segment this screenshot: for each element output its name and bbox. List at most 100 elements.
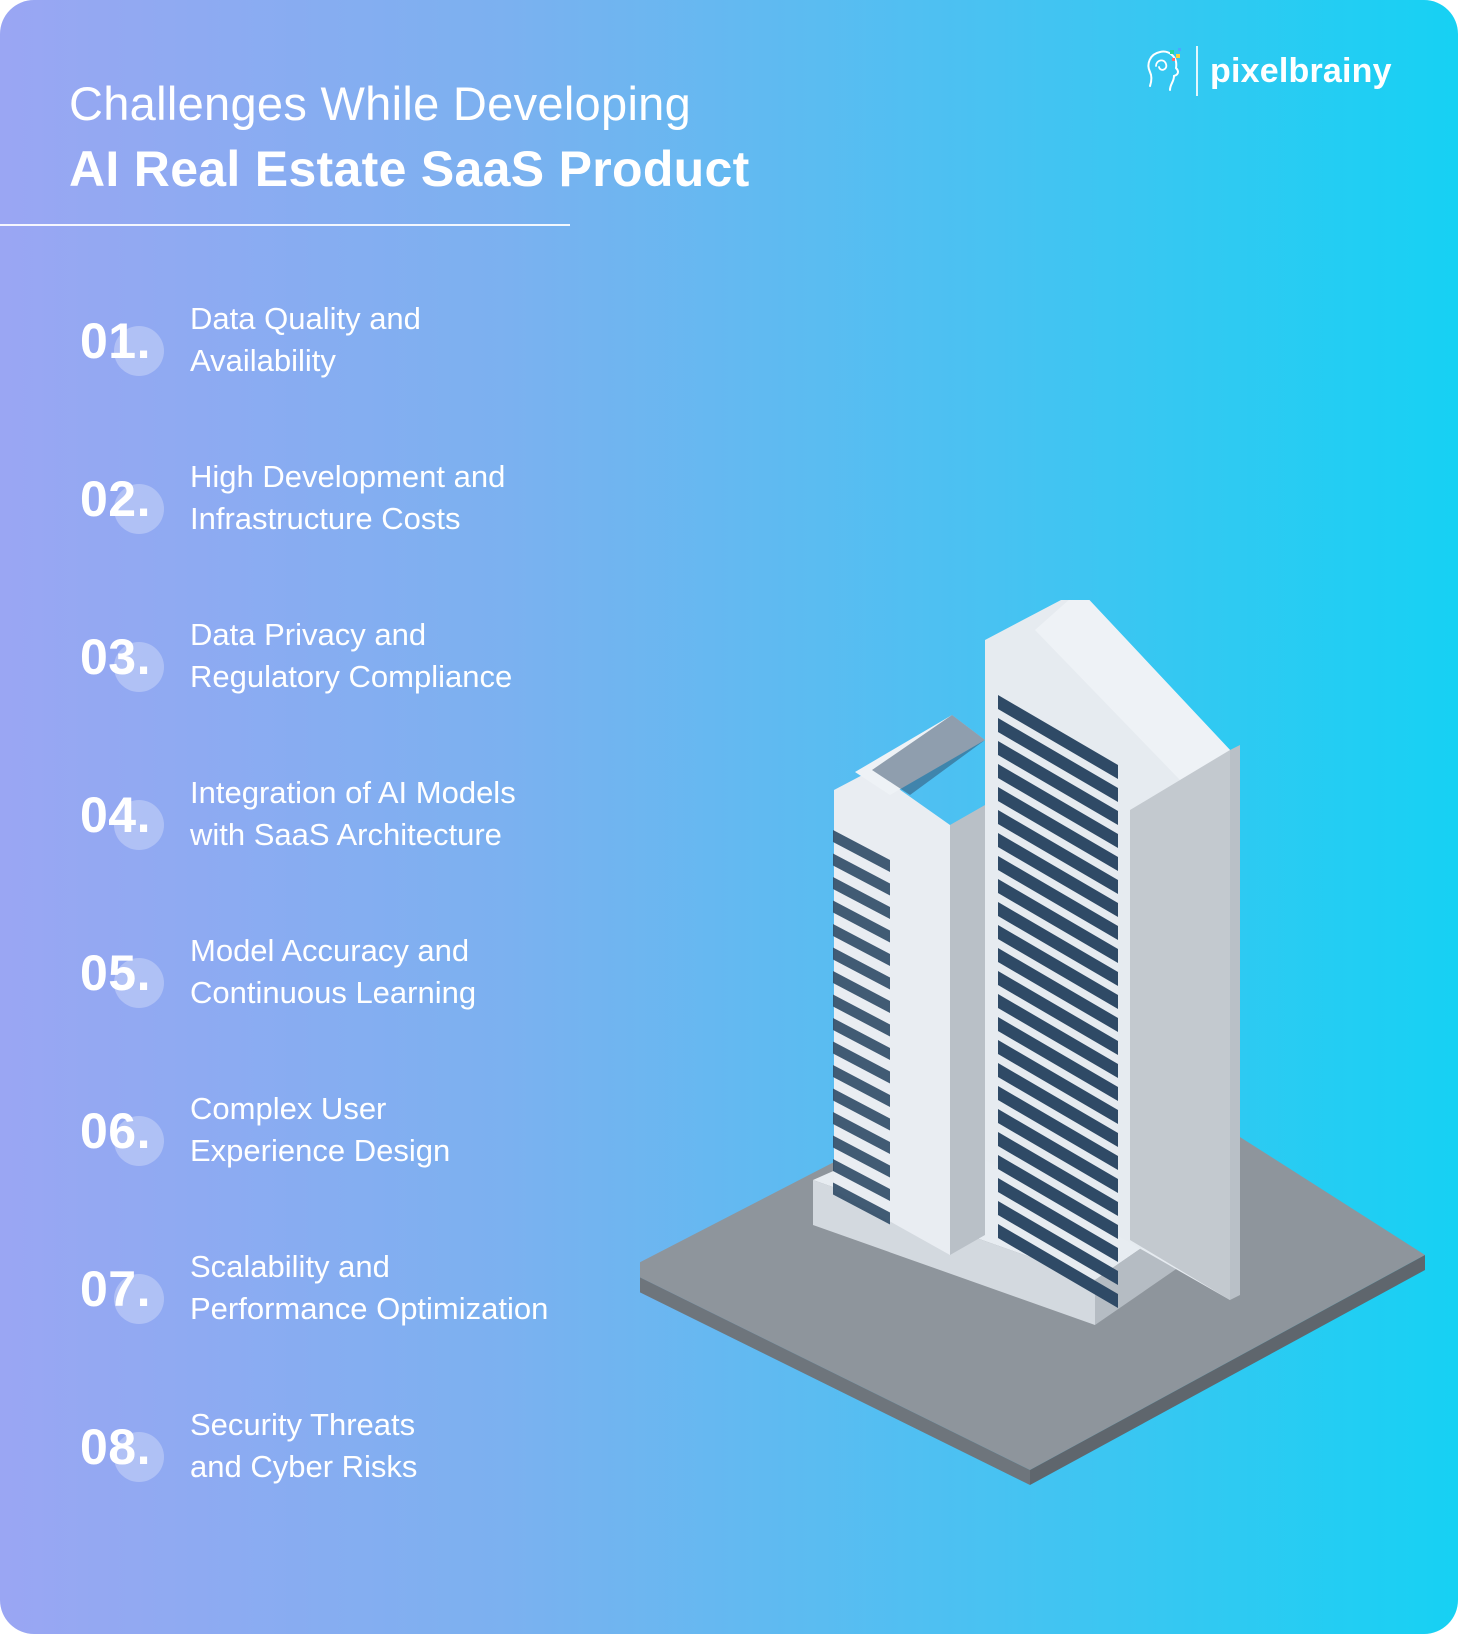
challenge-number-badge: 07. [80, 1256, 180, 1336]
small-tower-window [833, 1135, 890, 1178]
small-tower-window [833, 1112, 890, 1154]
challenge-text: Integration of AI Models with SaaS Archit… [190, 772, 516, 856]
brand-logo: pixelbrainy [1140, 44, 1392, 98]
tall-tower-window [998, 856, 1118, 940]
challenge-text-line2: Continuous Learning [190, 975, 477, 1010]
small-tower-window [833, 830, 890, 872]
challenge-text: Data Quality and Availability [190, 298, 421, 382]
challenge-text: Scalability and Performance Optimization [190, 1246, 548, 1330]
challenge-text-line1: High Development and [190, 459, 506, 494]
tall-tower-window [998, 1201, 1118, 1285]
small-tower-window [833, 853, 890, 896]
challenge-item: 06. Complex User Experience Design [0, 1088, 640, 1188]
number-circle [114, 800, 164, 850]
challenge-number: 02. [80, 471, 152, 527]
tall-tower-window [998, 695, 1118, 779]
tall-tower-window [998, 741, 1118, 825]
challenge-text: Data Privacy and Regulatory Compliance [190, 614, 512, 698]
tall-tower-window [998, 1040, 1118, 1124]
challenge-number: 07. [80, 1261, 152, 1317]
challenge-text: Security Threats and Cyber Risks [190, 1404, 417, 1488]
small-tower-window [833, 1159, 890, 1201]
tall-tower-window [998, 718, 1118, 802]
number-circle [114, 326, 164, 376]
tall-tower-window [998, 1155, 1118, 1239]
challenge-number-badge: 08. [80, 1414, 180, 1494]
challenge-number-badge: 01. [80, 308, 180, 388]
challenge-text-line2: Infrastructure Costs [190, 501, 461, 536]
tall-tower-window [998, 879, 1118, 963]
challenge-text-line2: with SaaS Architecture [190, 817, 502, 852]
number-circle [114, 1274, 164, 1324]
tall-tower-window [998, 971, 1118, 1055]
challenge-text-line2: Availability [190, 343, 336, 378]
tall-tower-window [998, 1178, 1118, 1262]
logo-separator [1196, 46, 1198, 96]
tall-tower-window [998, 833, 1118, 917]
challenge-number-badge: 04. [80, 782, 180, 862]
challenge-text-line1: Integration of AI Models [190, 775, 516, 810]
challenge-text-line1: Security Threats [190, 1407, 416, 1442]
tall-tower-window [998, 925, 1118, 1009]
challenge-number-badge: 06. [80, 1098, 180, 1178]
tall-tower-window [998, 1109, 1118, 1193]
small-tower-window [833, 1041, 890, 1084]
challenge-text: High Development and Infrastructure Costs [190, 456, 505, 540]
building-illustration [640, 600, 1425, 1485]
challenge-text: Model Accuracy and Continuous Learning [190, 930, 476, 1014]
small-tower-window [833, 1065, 890, 1107]
tall-tower-window [998, 810, 1118, 894]
number-circle [114, 642, 164, 692]
challenge-text-line1: Complex User [190, 1091, 387, 1126]
number-circle [114, 484, 164, 534]
challenge-number-badge: 05. [80, 940, 180, 1020]
challenge-text-line1: Model Accuracy and [190, 933, 470, 968]
challenge-item: 02. High Development and Infrastructure Co… [0, 456, 640, 556]
base-plate-left [640, 1277, 1030, 1485]
challenge-text: Complex User Experience Design [190, 1088, 450, 1172]
page-title-line2: AI Real Estate SaaS Product [69, 141, 750, 197]
challenge-item: 07. Scalability and Performance Optimizati… [0, 1246, 640, 1346]
small-tower-window [833, 971, 890, 1013]
title-divider [0, 224, 570, 226]
small-tower-window [833, 877, 890, 919]
challenge-text-line2: Performance Optimization [190, 1291, 549, 1326]
tall-tower-window [998, 902, 1118, 986]
tall-tower-window [998, 1132, 1118, 1216]
tall-tower-window [998, 764, 1118, 848]
challenge-text-line2: Experience Design [190, 1133, 451, 1168]
challenge-item: 03. Data Privacy and Regulatory Compliance [0, 614, 640, 714]
tall-tower-window [998, 1017, 1118, 1101]
challenge-item: 04. Integration of AI Models with SaaS Arc… [0, 772, 640, 872]
tall-tower-windows [998, 695, 1118, 1308]
challenge-number-badge: 02. [80, 466, 180, 546]
small-tower-roof-gap [872, 715, 985, 795]
tall-tower-side [1130, 750, 1230, 1300]
challenge-text-line2: Regulatory Compliance [190, 659, 513, 694]
challenge-number: 05. [80, 945, 152, 1001]
number-circle [114, 1432, 164, 1482]
small-tower-window [833, 994, 890, 1037]
tall-tower-window [998, 1086, 1118, 1170]
small-tower-window [833, 1018, 890, 1060]
challenge-item: 01. Data Quality and Availability [0, 298, 640, 398]
challenge-number: 03. [80, 629, 152, 685]
small-tower-window [833, 1088, 890, 1131]
challenge-item: 05. Model Accuracy and Continuous Learning [0, 930, 640, 1030]
tall-tower-edge [1230, 745, 1240, 1300]
small-tower-window [833, 1182, 890, 1225]
challenge-text-line1: Data Privacy and [190, 617, 427, 652]
tall-tower-window [998, 787, 1118, 871]
tall-tower-window [998, 1224, 1118, 1308]
small-tower-window [833, 900, 890, 943]
challenge-number: 04. [80, 787, 152, 843]
challenge-number-badge: 03. [80, 624, 180, 704]
challenge-item: 08. Security Threats and Cyber Risks [0, 1404, 640, 1504]
challenge-number: 01. [80, 313, 152, 369]
small-tower-side [950, 805, 985, 1255]
small-tower-window [833, 947, 890, 990]
number-circle [114, 958, 164, 1008]
number-circle [114, 1116, 164, 1166]
challenge-number: 06. [80, 1103, 152, 1159]
